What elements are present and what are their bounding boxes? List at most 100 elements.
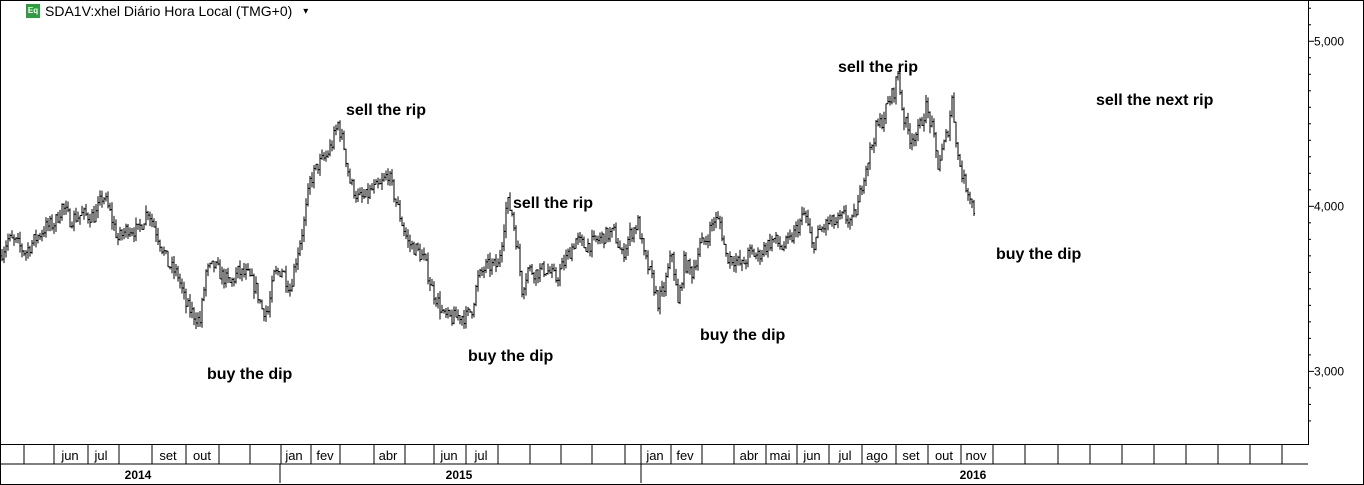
price-bar bbox=[327, 150, 329, 159]
price-bar bbox=[19, 231, 21, 253]
price-bar bbox=[311, 172, 313, 188]
price-bar bbox=[15, 237, 17, 243]
price-bar bbox=[883, 111, 885, 132]
price-bar bbox=[689, 258, 691, 275]
buy-annotation: buy the dip bbox=[468, 348, 554, 365]
price-bar bbox=[363, 189, 365, 200]
price-bar bbox=[543, 261, 545, 278]
price-bar bbox=[259, 298, 261, 304]
price-bar bbox=[613, 223, 615, 231]
price-bar bbox=[435, 296, 437, 307]
price-bar bbox=[247, 263, 249, 271]
price-bar bbox=[487, 254, 489, 269]
price-bar bbox=[927, 97, 929, 119]
price-bar bbox=[455, 306, 457, 318]
price-bar bbox=[117, 233, 119, 246]
price-bar bbox=[123, 227, 125, 240]
price-bar bbox=[687, 259, 689, 274]
price-bar bbox=[727, 252, 729, 264]
price-bar bbox=[43, 226, 45, 238]
price-bar bbox=[955, 121, 957, 148]
price-bar bbox=[359, 187, 361, 196]
price-bar bbox=[653, 269, 655, 296]
price-bar bbox=[911, 133, 913, 151]
price-bar bbox=[1, 248, 3, 262]
price-bar bbox=[953, 92, 955, 123]
price-bar bbox=[733, 256, 735, 272]
price-bar bbox=[441, 304, 443, 314]
price-bar bbox=[517, 240, 519, 249]
price-bar bbox=[125, 223, 127, 238]
price-bar bbox=[385, 170, 387, 181]
price-bar bbox=[347, 162, 349, 177]
price-bar bbox=[299, 240, 301, 257]
price-bar bbox=[933, 118, 935, 138]
price-bar bbox=[147, 210, 149, 221]
price-bar bbox=[731, 256, 733, 266]
price-bar bbox=[805, 210, 807, 224]
price-bar bbox=[825, 218, 827, 236]
month-label: jun bbox=[60, 448, 78, 463]
price-bar bbox=[701, 232, 703, 244]
price-bar bbox=[903, 107, 905, 131]
price-bar bbox=[93, 205, 95, 223]
price-bar bbox=[971, 198, 973, 209]
price-bar bbox=[467, 307, 469, 317]
price-bar bbox=[143, 223, 145, 230]
month-label: jul bbox=[837, 448, 851, 463]
price-bar bbox=[411, 240, 413, 250]
month-label: jan bbox=[645, 448, 663, 463]
price-bar bbox=[743, 256, 745, 265]
price-bar bbox=[575, 238, 577, 249]
price-bar bbox=[713, 217, 715, 231]
price-bar bbox=[513, 211, 515, 231]
price-bar bbox=[673, 251, 675, 281]
price-bar bbox=[291, 278, 293, 292]
price-bar bbox=[765, 242, 767, 256]
price-bar bbox=[399, 199, 401, 222]
price-bar bbox=[7, 233, 9, 251]
price-bar bbox=[771, 235, 773, 252]
price-bar bbox=[847, 215, 849, 228]
price-bar bbox=[303, 216, 305, 243]
price-bar bbox=[427, 252, 429, 285]
price-bar bbox=[605, 226, 607, 244]
month-label: abr bbox=[379, 448, 398, 463]
price-bar bbox=[223, 268, 225, 289]
price-bar bbox=[131, 227, 133, 237]
price-bar bbox=[221, 266, 223, 285]
price-bar bbox=[741, 259, 743, 272]
price-bar bbox=[913, 133, 915, 147]
chart-legend[interactable]: Eq SDA1V:xhel Diário Hora Local (TMG+0) … bbox=[26, 3, 308, 19]
price-bar bbox=[87, 212, 89, 224]
price-bar bbox=[29, 245, 31, 257]
price-bar bbox=[649, 265, 651, 271]
price-bar bbox=[193, 307, 195, 326]
price-bar bbox=[471, 311, 473, 319]
year-label: 2015 bbox=[446, 468, 473, 482]
price-bar bbox=[239, 260, 241, 280]
price-bar bbox=[537, 269, 539, 284]
sell-annotation: sell the next rip bbox=[1096, 92, 1214, 109]
price-bar bbox=[739, 249, 741, 266]
month-label: jun bbox=[439, 448, 457, 463]
price-bar bbox=[599, 232, 601, 245]
month-label: jun bbox=[802, 448, 820, 463]
price-bar bbox=[71, 221, 73, 229]
price-bar bbox=[201, 297, 203, 328]
price-bar bbox=[51, 214, 53, 231]
price-bar bbox=[603, 233, 605, 249]
price-bar bbox=[357, 188, 359, 203]
price-bar bbox=[723, 235, 725, 245]
price-bar bbox=[935, 131, 937, 159]
price-bar bbox=[869, 142, 871, 170]
price-bar bbox=[565, 249, 567, 269]
price-bar bbox=[677, 278, 679, 304]
price-bar bbox=[269, 290, 271, 318]
price-bar bbox=[959, 153, 961, 167]
price-bar bbox=[591, 229, 593, 258]
price-bar bbox=[321, 149, 323, 160]
price-bar bbox=[721, 216, 723, 242]
chevron-down-icon[interactable]: ▾ bbox=[303, 5, 309, 17]
price-bar bbox=[499, 249, 501, 268]
